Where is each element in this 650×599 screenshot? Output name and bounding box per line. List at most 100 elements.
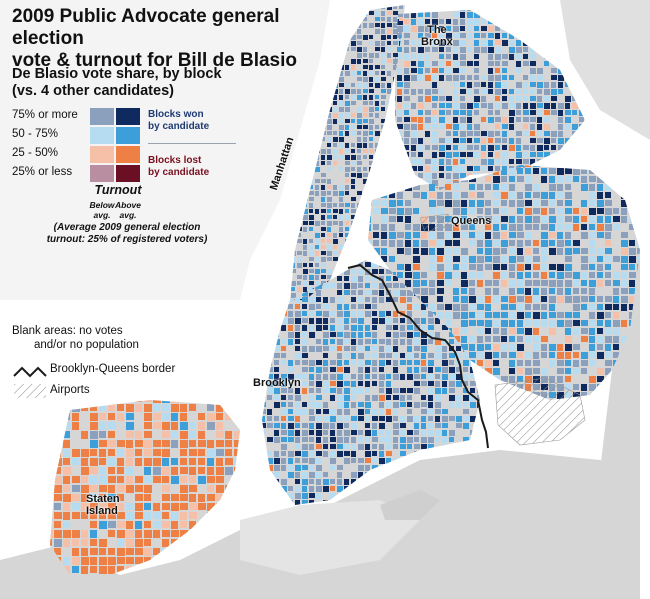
block-cell xyxy=(358,416,364,421)
block-cell xyxy=(467,89,472,95)
block-cell xyxy=(589,248,596,254)
block-cell xyxy=(297,179,302,183)
block-cell xyxy=(501,224,507,230)
block-cell xyxy=(495,89,501,95)
block-cell xyxy=(463,381,468,386)
block-cell xyxy=(605,320,611,327)
block-cell xyxy=(285,293,289,298)
block-cell xyxy=(50,467,52,474)
block-cell xyxy=(477,320,484,326)
block-cell xyxy=(509,288,515,295)
block-cell xyxy=(365,395,370,401)
block-cell xyxy=(397,96,402,102)
block-cell xyxy=(557,168,564,175)
block-cell xyxy=(393,23,397,28)
block-cell xyxy=(90,422,98,430)
block-cell xyxy=(477,423,480,429)
block-cell xyxy=(372,423,377,429)
block-cell xyxy=(316,283,322,289)
block-cell xyxy=(469,240,476,246)
block-cell xyxy=(397,173,403,179)
block-cell xyxy=(493,200,499,206)
block-cell xyxy=(470,395,476,401)
block-cell xyxy=(198,521,206,528)
block-cell xyxy=(339,101,344,106)
block-cell xyxy=(381,176,387,182)
block-cell xyxy=(144,494,151,501)
block-cell xyxy=(549,264,556,270)
block-cell xyxy=(460,19,465,25)
block-cell xyxy=(502,166,507,172)
block-cell xyxy=(309,275,314,280)
block-cell xyxy=(368,248,371,254)
block-cell xyxy=(461,248,468,255)
block-cell xyxy=(581,304,587,310)
block-cell xyxy=(81,404,88,411)
block-cell xyxy=(351,173,356,177)
block-cell xyxy=(316,318,322,324)
block-cell xyxy=(495,75,501,81)
block-cell xyxy=(629,176,636,183)
block-cell xyxy=(351,479,356,484)
block-cell xyxy=(309,263,313,267)
block-cell xyxy=(517,336,523,342)
block-cell xyxy=(302,409,308,415)
block-cell xyxy=(411,131,417,137)
block-cell xyxy=(162,467,170,475)
block-cell xyxy=(330,409,336,415)
block-cell xyxy=(395,187,396,190)
block-cell xyxy=(285,233,289,238)
block-cell xyxy=(81,557,89,565)
block-cell xyxy=(414,304,420,310)
block-cell xyxy=(358,304,364,309)
block-cell xyxy=(135,503,143,511)
block-cell xyxy=(108,566,115,574)
block-cell xyxy=(262,332,265,338)
block-cell xyxy=(309,191,314,195)
block-cell xyxy=(381,119,385,123)
block-cell xyxy=(407,444,412,449)
block-cell xyxy=(495,96,500,101)
block-cell xyxy=(493,360,499,366)
block-cell xyxy=(573,368,580,374)
block-cell xyxy=(502,159,507,165)
block-cell xyxy=(439,152,445,157)
block-cell xyxy=(573,208,579,214)
block-cell xyxy=(435,416,440,422)
block-cell xyxy=(572,110,577,115)
block-cell xyxy=(405,272,412,278)
block-cell xyxy=(198,467,205,474)
block-cell xyxy=(363,137,367,142)
block-cell xyxy=(573,304,580,311)
block-cell xyxy=(357,233,362,238)
block-cell xyxy=(456,444,462,449)
block-cell xyxy=(381,71,385,75)
block-cell xyxy=(621,272,627,279)
block-cell xyxy=(297,287,302,292)
block-cell xyxy=(108,431,115,438)
block-cell xyxy=(549,320,556,327)
block-cell xyxy=(400,353,405,358)
block-cell xyxy=(461,320,468,327)
block-cell xyxy=(81,548,88,556)
block-cell xyxy=(274,346,280,351)
block-cell xyxy=(414,353,419,358)
block-cell xyxy=(517,224,523,231)
block-cell xyxy=(381,107,385,111)
block-cell xyxy=(589,328,595,335)
block-cell xyxy=(390,103,395,108)
block-cell xyxy=(302,402,307,407)
block-cell xyxy=(558,89,563,94)
block-cell xyxy=(516,159,522,164)
block-cell xyxy=(453,89,458,95)
block-cell xyxy=(216,530,224,538)
block-cell xyxy=(421,272,427,278)
block-cell xyxy=(629,288,635,294)
block-cell xyxy=(372,304,377,309)
block-cell xyxy=(302,430,308,436)
block-cell xyxy=(375,257,379,261)
block-cell xyxy=(533,256,540,262)
block-cell xyxy=(551,61,556,66)
block-cell xyxy=(589,256,596,262)
block-cell xyxy=(393,402,399,408)
